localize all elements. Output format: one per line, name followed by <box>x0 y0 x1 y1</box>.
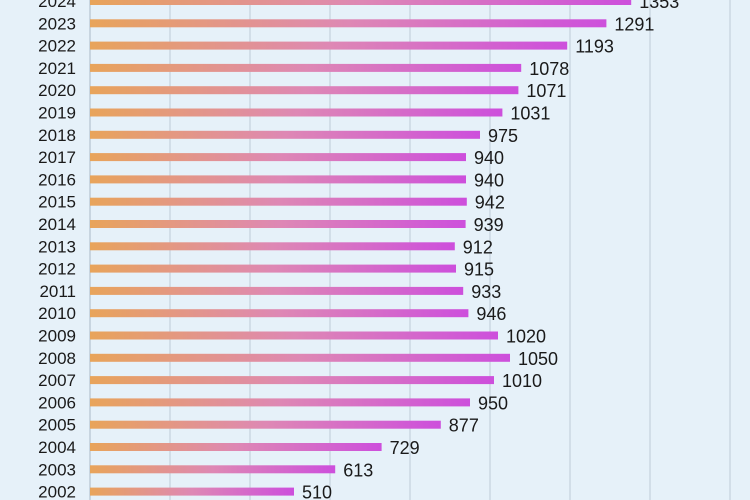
bar-2007 <box>90 376 494 385</box>
y-tick-label: 2013 <box>38 237 76 256</box>
y-tick-label: 2023 <box>38 14 76 33</box>
y-tick-label: 2006 <box>38 393 76 412</box>
bar-2022 <box>90 41 568 50</box>
data-label: 1010 <box>502 371 542 391</box>
bar-2016 <box>90 175 466 184</box>
data-label: 975 <box>488 126 518 146</box>
data-label: 1031 <box>510 104 550 124</box>
y-tick-label: 2021 <box>38 59 76 78</box>
bar-2002 <box>90 487 294 496</box>
y-tick-label: 2009 <box>38 327 76 346</box>
data-label: 939 <box>474 215 504 235</box>
bar-2004 <box>90 443 382 451</box>
data-label: 510 <box>302 483 332 500</box>
y-tick-label: 2022 <box>38 37 76 56</box>
y-tick-label: 2017 <box>38 148 76 167</box>
data-label: 1078 <box>529 59 569 79</box>
data-label: 933 <box>471 282 501 302</box>
bar-2014 <box>90 220 466 228</box>
data-label: 1071 <box>526 81 566 101</box>
data-label: 1353 <box>639 0 679 12</box>
bar-2017 <box>90 153 466 162</box>
data-label: 877 <box>449 416 479 436</box>
y-tick-label: 2002 <box>38 483 76 500</box>
y-tick-label: 2020 <box>38 81 76 100</box>
y-tick-label: 2004 <box>38 438 76 457</box>
y-tick-label: 2012 <box>38 260 76 279</box>
bar-2010 <box>90 309 469 318</box>
bar-2006 <box>90 398 470 407</box>
data-label: 950 <box>478 393 508 413</box>
value-labels: 1353129111931078107110319759409409429399… <box>302 0 679 500</box>
bar-2012 <box>90 264 456 273</box>
bar-2013 <box>90 242 455 251</box>
bar-2019 <box>90 108 503 117</box>
data-label: 1020 <box>506 327 546 347</box>
bar-2024 <box>90 0 632 5</box>
data-label: 940 <box>474 170 504 190</box>
data-label: 940 <box>474 148 504 168</box>
bar-2018 <box>90 130 480 139</box>
bar-2015 <box>90 197 467 206</box>
y-tick-label: 2007 <box>38 371 76 390</box>
data-label: 613 <box>343 460 373 480</box>
y-tick-label: 2005 <box>38 416 76 435</box>
y-tick-label: 2018 <box>38 126 76 145</box>
data-label: 729 <box>390 438 420 458</box>
y-tick-label: 2024 <box>38 0 76 11</box>
y-axis-labels: 2024 2023 2022 2021 2020 2019 2018 2017 2016 2015… <box>38 0 76 500</box>
data-label: 1050 <box>518 349 558 369</box>
y-tick-label: 2014 <box>38 215 76 234</box>
data-label: 912 <box>463 237 493 257</box>
bar-2020 <box>90 86 519 95</box>
bar-2023 <box>90 19 607 28</box>
bar-2021 <box>90 63 522 72</box>
bar-2003 <box>90 465 336 474</box>
bar-2011 <box>90 286 464 295</box>
bars-group <box>90 0 632 496</box>
data-label: 915 <box>464 260 494 280</box>
bar-2005 <box>90 420 441 429</box>
data-label: 1291 <box>614 14 654 34</box>
data-label: 1193 <box>575 37 614 57</box>
bar-2008 <box>90 353 510 362</box>
y-tick-label: 2019 <box>38 104 76 123</box>
bar-2009 <box>90 331 498 340</box>
y-tick-label: 2016 <box>38 170 76 189</box>
y-tick-label: 2010 <box>38 304 76 323</box>
data-label: 946 <box>476 304 506 324</box>
y-tick-label: 2003 <box>38 460 76 479</box>
y-tick-label: 2015 <box>38 193 76 212</box>
data-label: 942 <box>475 193 505 213</box>
y-tick-label: 2008 <box>38 349 76 368</box>
y-tick-label: 2011 <box>39 282 76 301</box>
